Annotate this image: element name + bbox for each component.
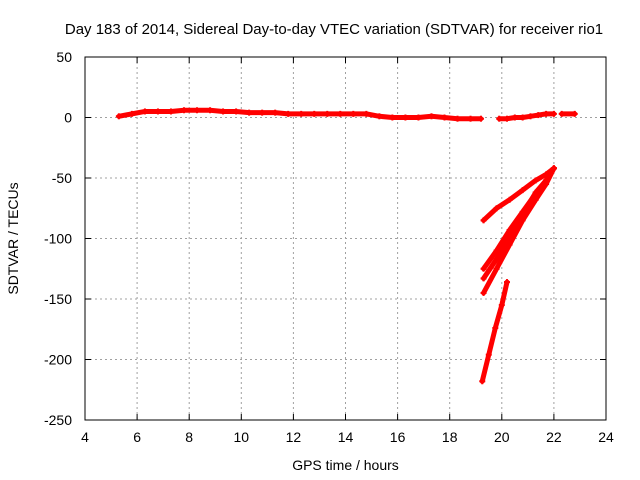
series-outlier-points — [558, 110, 578, 117]
y-tick-label-2: -150 — [44, 291, 72, 307]
x-tick-label-0: 4 — [81, 429, 89, 445]
y-tick-label-4: -50 — [52, 170, 72, 186]
series-upper-trace — [115, 107, 484, 122]
series-lowest-branch — [479, 279, 511, 385]
x-tick-label-9: 22 — [546, 429, 562, 445]
series-steep-branch-d — [480, 165, 557, 282]
x-tick-label-3: 10 — [234, 429, 250, 445]
x-tick-label-7: 18 — [442, 429, 458, 445]
chart-title: Day 183 of 2014, Sidereal Day-to-day VTE… — [65, 21, 603, 38]
y-tick-label-5: 0 — [64, 110, 72, 126]
y-tick-label-6: 50 — [56, 49, 72, 65]
x-tick-label-10: 24 — [598, 429, 614, 445]
series-late-trace — [496, 110, 557, 122]
y-tick-label-1: -200 — [44, 352, 72, 368]
x-tick-label-4: 12 — [286, 429, 302, 445]
y-tick-label-3: -100 — [44, 231, 72, 247]
x-tick-label-2: 8 — [185, 429, 193, 445]
x-tick-label-8: 20 — [494, 429, 510, 445]
y-tick-label-0: -250 — [44, 412, 72, 428]
x-axis-label: GPS time / hours — [292, 457, 399, 473]
y-axis-label: SDTVAR / TECUs — [5, 182, 21, 294]
x-tick-label-5: 14 — [338, 429, 354, 445]
plot-frame — [84, 56, 607, 421]
series-layer — [115, 107, 578, 385]
x-tick-label-1: 6 — [133, 429, 141, 445]
x-tick-label-6: 16 — [390, 429, 406, 445]
